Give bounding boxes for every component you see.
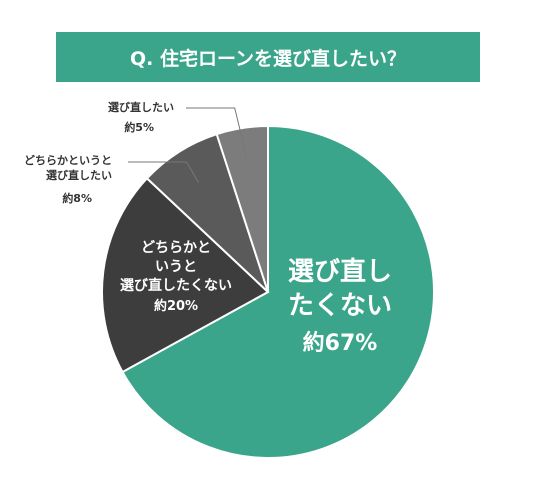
- slice-label-rather-no: 選び直したくない: [120, 277, 232, 294]
- chart-title: Q. 住宅ローンを選び直したい？: [56, 32, 480, 82]
- slice-label-rather-yes: 選び直したい: [46, 168, 112, 182]
- slice-value-yes: 約5%: [124, 120, 154, 134]
- slice-value-rather-no: 約20%: [154, 298, 198, 314]
- slice-label-rather-no: どちらかと: [141, 240, 211, 256]
- leader-line-yes: [186, 107, 248, 158]
- slice-value-no: 約67%: [303, 330, 378, 356]
- pie-slice-yes: [215, 124, 269, 293]
- slice-label-no: たくない: [288, 291, 392, 321]
- leader-line-rather-yes: [128, 161, 200, 183]
- pie-slices: [101, 124, 435, 459]
- slice-labels: 選び直したくない約67%どちらかというと選び直したくない約20%どちらかというと…: [24, 100, 392, 356]
- slice-value-rather-yes: 約8%: [62, 191, 92, 205]
- leader-lines: [128, 107, 248, 183]
- pie-slice-rather-no: [101, 176, 270, 374]
- slice-label-rather-no: いうと: [155, 259, 197, 275]
- pie-slice-no: [121, 124, 435, 459]
- slice-label-yes: 選び直したい: [108, 100, 174, 114]
- slice-label-no: 選び直し: [288, 257, 392, 287]
- slice-label-rather-yes: どちらかというと: [24, 154, 112, 167]
